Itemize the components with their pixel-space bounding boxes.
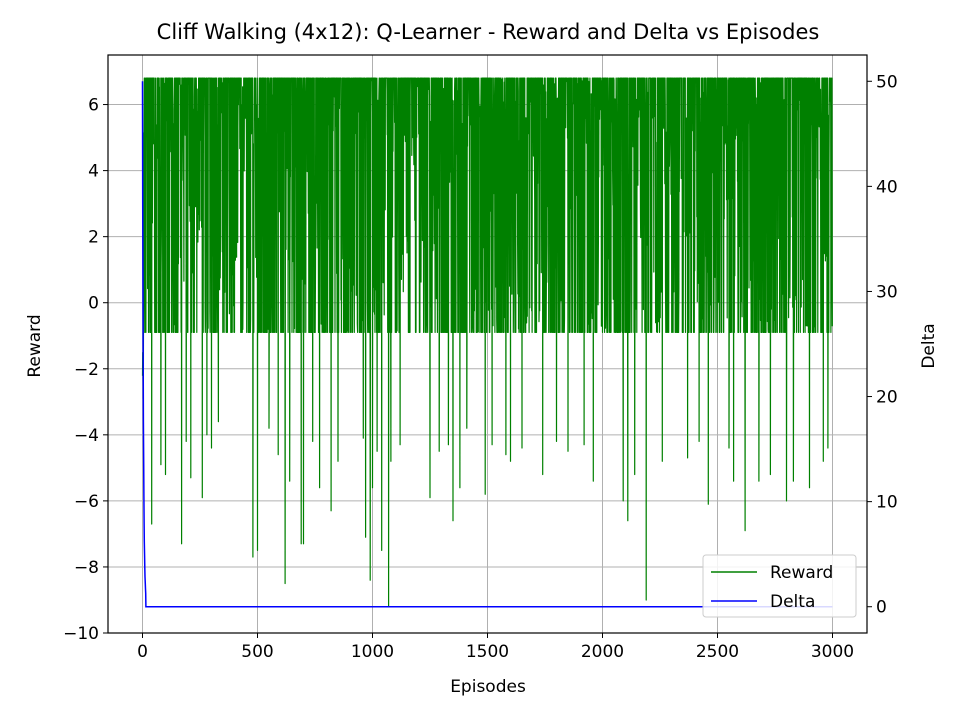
y-left-tick-label: −4 — [74, 426, 99, 446]
y-left-tick-label: 2 — [88, 228, 99, 248]
y-right-tick-label: 0 — [876, 598, 887, 618]
x-tick-label: 1500 — [466, 642, 509, 662]
x-tick-label: 2000 — [581, 642, 624, 662]
y-left-tick-label: −2 — [74, 360, 99, 380]
y-right-tick-label: 50 — [876, 72, 898, 92]
y-left-tick-label: 4 — [88, 162, 99, 182]
chart-title: Cliff Walking (4x12): Q-Learner - Reward… — [157, 20, 820, 44]
x-tick-label: 500 — [241, 642, 273, 662]
x-tick-label: 2500 — [696, 642, 739, 662]
x-tick-label: 0 — [137, 642, 148, 662]
x-axis-title: Episodes — [450, 677, 526, 697]
x-tick-label: 1000 — [351, 642, 394, 662]
y-axis-left-title: Reward — [25, 314, 45, 377]
y-right-tick-label: 30 — [876, 282, 898, 302]
plot-area — [141, 77, 833, 608]
y-left-tick-label: −6 — [74, 492, 99, 512]
legend: Reward Delta — [702, 554, 857, 618]
y-left-tick-label: −8 — [74, 558, 99, 578]
x-tick-label: 3000 — [811, 642, 854, 662]
y-axis-right-title: Delta — [919, 323, 939, 368]
y-left-tick-label: 0 — [88, 294, 99, 314]
legend-delta-label: Delta — [770, 592, 815, 612]
y-right-tick-label: 10 — [876, 493, 898, 513]
ticks: 0 500 1000 1500 2000 2500 3000 −10 −8 −6 −4 −2 0 2 4 6 0… — [63, 72, 898, 662]
y-right-tick-label: 40 — [876, 177, 898, 197]
delta-series-line — [141, 81, 833, 608]
y-right-tick-label: 20 — [876, 388, 898, 408]
reward-series-line — [141, 77, 833, 608]
y-left-tick-label: 6 — [88, 96, 99, 116]
y-left-tick-label: −10 — [63, 624, 99, 644]
legend-reward-label: Reward — [770, 563, 833, 583]
